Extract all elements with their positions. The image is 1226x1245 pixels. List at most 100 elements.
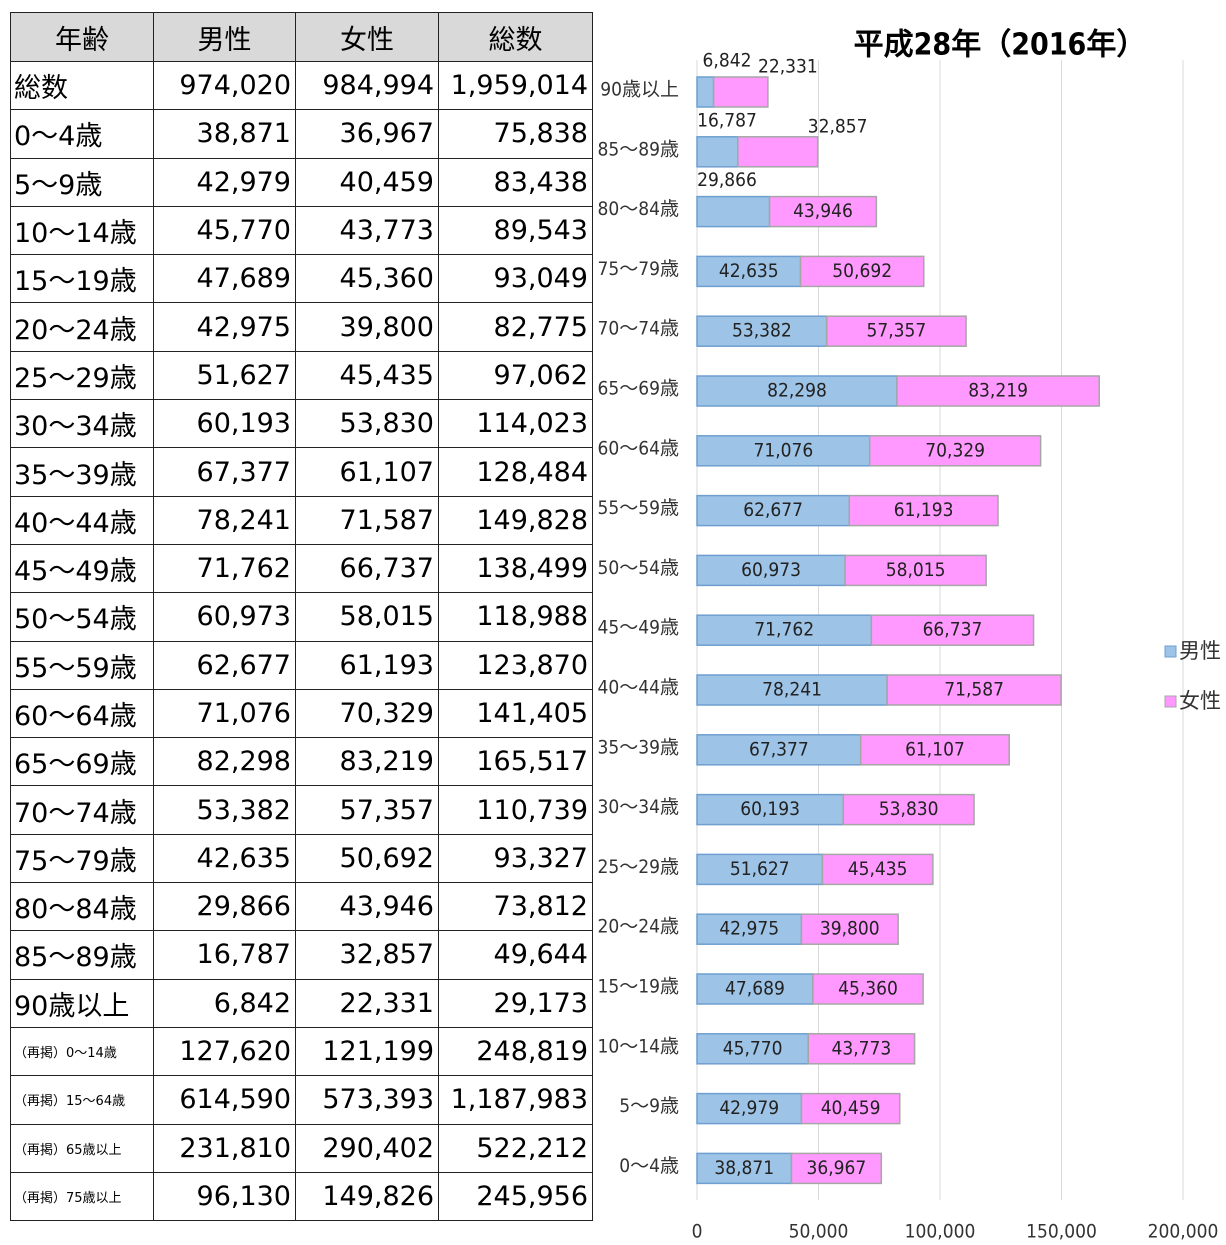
age-cell: 40〜44歳 (10, 495, 154, 545)
age-cell: 75〜79歳 (10, 833, 154, 884)
bar-segment (712, 76, 769, 108)
number-cell: 36,967 (295, 109, 439, 159)
age-cell: 5〜9歳 (10, 157, 154, 207)
y-tick-label: 25〜29歳 (598, 856, 680, 878)
header-row: 年齢 男性 女性 総数 (10, 12, 593, 62)
number-cell: 42,975 (153, 302, 296, 352)
number-cell: 149,826 (295, 1171, 439, 1222)
value-label: 16,787 (697, 109, 757, 131)
bar-segment (696, 614, 873, 646)
value-label: 42,975 (719, 918, 779, 940)
number-cell: 47,689 (153, 254, 296, 304)
table-row: 35〜39歳 67,377 61,107 128,484 (10, 447, 593, 497)
number-cell: 89,543 (438, 205, 593, 256)
bar-segment (807, 1033, 916, 1065)
y-tick-label: 55〜59歳 (598, 497, 680, 519)
number-cell: 248,819 (438, 1026, 593, 1077)
value-label: 50,692 (832, 260, 892, 282)
table-row: 10〜14歳 45,770 43,773 89,543 (10, 205, 593, 256)
age-cell: 50〜54歳 (10, 592, 154, 642)
table-row: 総数 974,020 984,994 1,959,014 (10, 60, 593, 111)
age-cell: 0〜4歳 (10, 109, 154, 159)
value-label: 70,329 (925, 439, 985, 461)
value-label: 43,946 (793, 200, 853, 222)
bar-segment (696, 136, 739, 168)
value-label: 29,866 (697, 169, 757, 191)
number-cell: 67,377 (153, 447, 296, 497)
number-cell: 43,773 (295, 205, 439, 256)
bar-segment (696, 853, 824, 886)
age-cell: 85〜89歳 (10, 930, 154, 980)
number-cell: 128,484 (438, 447, 593, 497)
value-label: 51,627 (730, 858, 790, 880)
y-tick-label: 40〜44歳 (598, 677, 680, 699)
value-label: 58,015 (886, 559, 946, 581)
number-cell: 43,946 (295, 882, 439, 932)
y-tick-label: 75〜79歳 (598, 258, 680, 280)
y-tick-label: 50〜54歳 (598, 557, 680, 579)
value-label: 53,830 (879, 798, 939, 820)
table-row: 45〜49歳 71,762 66,737 138,499 (10, 543, 593, 594)
value-label: 47,689 (725, 978, 785, 1000)
bar-segment (696, 734, 862, 766)
value-label: 61,107 (905, 738, 965, 760)
number-cell: 121,199 (295, 1026, 439, 1077)
bar-segment (842, 793, 975, 826)
bar-segment (821, 853, 934, 886)
y-tick-label: 35〜39歳 (598, 736, 680, 758)
chart-title: 平成28年（2016年） (854, 28, 1147, 63)
table-row: 90歳以上 6,842 22,331 29,173 (10, 978, 593, 1028)
bar-segment (696, 554, 846, 587)
bar-segment (886, 674, 1062, 706)
number-cell: 53,382 (153, 785, 296, 835)
bar-segment (737, 136, 819, 168)
value-label: 45,360 (838, 978, 898, 1000)
age-cell: （再掲）0〜14歳 (10, 1026, 154, 1077)
table-row: 40〜44歳 78,241 71,587 149,828 (10, 495, 593, 545)
bar-segment (696, 255, 802, 288)
legend-swatch (1164, 695, 1177, 708)
number-cell: 58,015 (295, 592, 439, 642)
table-row: 80〜84歳 29,866 43,946 73,812 (10, 882, 593, 932)
table-row: 0〜4歳 38,871 36,967 75,838 (10, 109, 593, 159)
number-cell: 138,499 (438, 543, 593, 594)
number-cell: 73,812 (438, 882, 593, 932)
y-tick-label: 30〜34歳 (598, 796, 680, 818)
age-cell: 70〜74歳 (10, 785, 154, 835)
number-cell: 573,393 (295, 1075, 439, 1125)
value-label: 82,298 (767, 380, 827, 402)
table-row: 55〜59歳 62,677 61,193 123,870 (10, 640, 593, 690)
y-tick-label: 65〜69歳 (598, 378, 680, 400)
bar-segment (859, 734, 1010, 766)
table-row: 75〜79歳 42,635 50,692 93,327 (10, 833, 593, 884)
bar-segment (800, 1092, 901, 1125)
number-cell: 40,459 (295, 157, 439, 207)
value-label: 6,842 (703, 50, 752, 72)
value-label: 39,800 (820, 918, 880, 940)
age-cell: （再掲）65歳以上 (10, 1123, 154, 1173)
number-cell: 70,329 (295, 688, 439, 739)
number-cell: 29,173 (438, 978, 593, 1028)
value-label: 32,857 (808, 115, 868, 137)
y-tick-label: 15〜19歳 (598, 976, 680, 998)
header-cell: 総数 (438, 12, 593, 62)
bar-segment (696, 435, 871, 467)
table-row: 60〜64歳 71,076 70,329 141,405 (10, 688, 593, 739)
legend-label: 女性 (1179, 689, 1221, 713)
bar-segment (800, 913, 899, 945)
value-label: 45,435 (848, 858, 908, 880)
value-label: 71,076 (753, 439, 813, 461)
bar-segment (825, 315, 967, 347)
number-cell: 984,994 (295, 60, 439, 111)
value-label: 67,377 (749, 738, 809, 760)
value-label: 83,219 (968, 380, 1028, 402)
value-label: 66,737 (923, 619, 983, 641)
number-cell: 71,587 (295, 495, 439, 545)
bar-segment (844, 554, 987, 587)
table-row: （再掲）65歳以上 231,810 290,402 522,212 (10, 1123, 593, 1173)
number-cell: 49,644 (438, 930, 593, 980)
bar-segment (696, 1092, 803, 1125)
bar-segment (696, 973, 814, 1005)
bar-segment (870, 614, 1035, 646)
number-cell: 231,810 (153, 1123, 296, 1173)
